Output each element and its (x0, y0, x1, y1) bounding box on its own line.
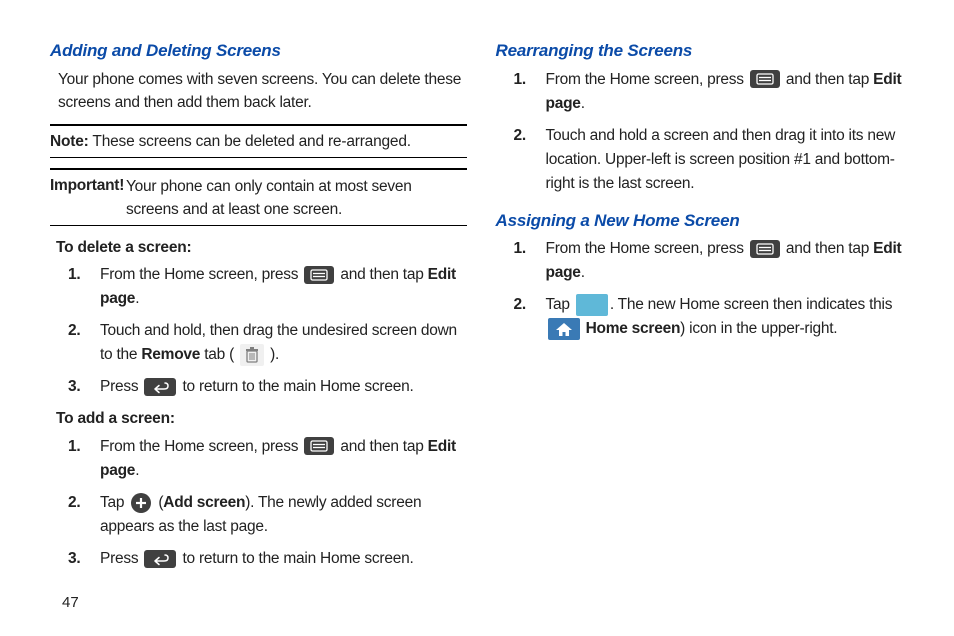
step-text: Press (100, 378, 142, 395)
step-text: . (581, 95, 585, 112)
rule (50, 225, 467, 226)
step-bold: Home screen (586, 320, 681, 337)
delete-steps: 1. From the Home screen, press and then … (100, 263, 467, 399)
page-number: 47 (62, 592, 79, 615)
step-text: From the Home screen, press (100, 266, 302, 283)
step-text: Tap (546, 296, 574, 313)
step-text: . (135, 290, 139, 307)
home-icon (548, 318, 580, 340)
heading-adding-deleting: Adding and Deleting Screens (50, 38, 467, 64)
list-item: 1. From the Home screen, press and then … (546, 237, 913, 285)
back-icon (144, 378, 176, 396)
list-item: 1. From the Home screen, press and then … (546, 68, 913, 116)
step-text: ( (154, 494, 163, 511)
page-columns: Adding and Deleting Screens Your phone c… (50, 38, 912, 579)
step-text: From the Home screen, press (546, 71, 748, 88)
list-item: 3. Press to return to the main Home scre… (100, 375, 467, 399)
step-text: and then tap (782, 71, 873, 88)
step-text: Tap (100, 494, 128, 511)
step-text: ). (266, 346, 279, 363)
plus-icon (130, 492, 152, 514)
trash-icon (240, 344, 264, 366)
list-item: 2. Tap (Add screen). The newly added scr… (100, 491, 467, 539)
step-text: and then tap (782, 240, 873, 257)
rule (50, 168, 467, 170)
add-subheading: To add a screen: (56, 407, 467, 430)
step-text: From the Home screen, press (100, 438, 302, 455)
step-text: . (581, 264, 585, 281)
list-item: 1. From the Home screen, press and then … (100, 263, 467, 311)
menu-icon (750, 70, 780, 88)
step-text: From the Home screen, press (546, 240, 748, 257)
heading-assigning: Assigning a New Home Screen (496, 208, 913, 234)
add-steps: 1. From the Home screen, press and then … (100, 435, 467, 571)
menu-icon (304, 437, 334, 455)
list-item: 2. Touch and hold, then drag the undesir… (100, 319, 467, 367)
step-text: to return to the main Home screen. (178, 378, 413, 395)
step-text: . The new Home screen then indicates thi… (610, 296, 892, 313)
step-text: and then tap (336, 266, 427, 283)
menu-icon (750, 240, 780, 258)
heading-rearranging: Rearranging the Screens (496, 38, 913, 64)
list-item: 3. Press to return to the main Home scre… (100, 547, 467, 571)
note-label: Note: (50, 133, 89, 150)
step-text: Press (100, 550, 142, 567)
right-column: Rearranging the Screens 1. From the Home… (491, 38, 913, 579)
back-icon (144, 550, 176, 568)
important-label: Important! (50, 177, 124, 194)
step-text: . (135, 462, 139, 479)
step-text: to return to the main Home screen. (178, 550, 413, 567)
step-bold: Add screen (163, 494, 245, 511)
step-text: ) icon in the upper-right. (680, 320, 837, 337)
delete-subheading: To delete a screen: (56, 236, 467, 259)
note-block: Note: These screens can be deleted and r… (50, 130, 467, 157)
assign-steps: 1. From the Home screen, press and then … (546, 237, 913, 341)
step-text: tab ( (200, 346, 238, 363)
menu-icon (304, 266, 334, 284)
step-text: Touch and hold a screen and then drag it… (546, 127, 896, 192)
list-item: 1. From the Home screen, press and then … (100, 435, 467, 483)
note-text: These screens can be deleted and re-arra… (89, 133, 411, 150)
rearrange-steps: 1. From the Home screen, press and then … (546, 68, 913, 196)
rule (50, 157, 467, 158)
important-block: Important! Your phone can only contain a… (50, 174, 467, 225)
left-column: Adding and Deleting Screens Your phone c… (50, 38, 467, 579)
list-item: 2. Tap . The new Home screen then indica… (546, 293, 913, 341)
step-bold: Remove (141, 346, 200, 363)
list-item: 2. Touch and hold a screen and then drag… (546, 124, 913, 196)
home-blank-icon (576, 294, 608, 316)
step-text: and then tap (336, 438, 427, 455)
intro-text: Your phone comes with seven screens. You… (58, 68, 467, 115)
rule (50, 124, 467, 126)
